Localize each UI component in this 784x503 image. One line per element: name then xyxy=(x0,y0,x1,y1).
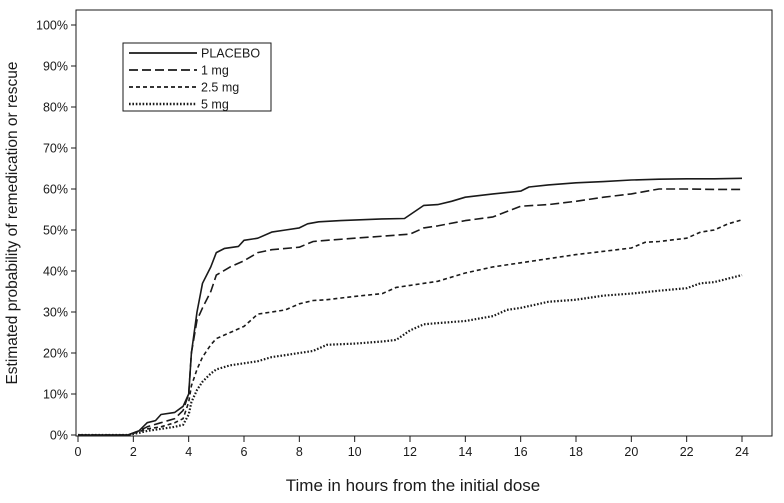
legend-label: 2.5 mg xyxy=(201,81,239,95)
x-tick-label: 24 xyxy=(735,445,749,459)
x-tick-label: 0 xyxy=(75,445,82,459)
x-tick-label: 4 xyxy=(185,445,192,459)
series-line-placebo xyxy=(78,177,743,436)
legend-label: PLACEBO xyxy=(201,47,260,61)
y-tick-label: 0% xyxy=(50,429,68,443)
series-line-1-mg xyxy=(78,188,742,436)
y-axis-title: Estimated probability of remedication or… xyxy=(4,61,21,384)
x-tick-label: 10 xyxy=(348,445,362,459)
y-tick-label: 40% xyxy=(43,265,68,279)
x-tick-label: 8 xyxy=(296,445,303,459)
legend-items: PLACEBO 1 mg 2.5 mg 5 mg xyxy=(129,47,260,112)
x-tick-label: 14 xyxy=(458,445,472,459)
x-tick-label: 6 xyxy=(241,445,248,459)
y-tick-label: 70% xyxy=(43,142,68,156)
x-tick-label: 12 xyxy=(403,445,417,459)
plot-area-frame xyxy=(75,9,773,437)
x-axis-title: Time in hours from the initial dose xyxy=(286,476,540,495)
y-tick-label: 50% xyxy=(43,224,68,238)
legend-label: 5 mg xyxy=(201,98,229,112)
x-tick-label: 22 xyxy=(680,445,694,459)
x-tick-label: 2 xyxy=(130,445,137,459)
y-axis: 0% 10% 20% 30% 40% 50% 60% 70% 80% 90% 100% xyxy=(36,19,76,443)
legend-box xyxy=(122,42,272,112)
x-axis: 0 2 4 6 8 10 12 14 16 18 20 22 24 xyxy=(75,436,749,459)
y-tick-label: 100% xyxy=(36,19,68,33)
x-tick-label: 20 xyxy=(624,445,638,459)
series-layer xyxy=(78,177,743,437)
legend-label: 1 mg xyxy=(201,64,229,78)
y-tick-label: 90% xyxy=(43,60,68,74)
series-line-2-5-mg xyxy=(78,219,743,436)
y-tick-label: 30% xyxy=(43,306,68,320)
y-tick-label: 10% xyxy=(43,388,68,402)
x-tick-label: 16 xyxy=(514,445,528,459)
legend: PLACEBO 1 mg 2.5 mg 5 mg xyxy=(122,42,272,112)
y-tick-label: 80% xyxy=(43,101,68,115)
y-tick-label: 20% xyxy=(43,347,68,361)
y-tick-label: 60% xyxy=(43,183,68,197)
x-tick-label: 18 xyxy=(569,445,583,459)
